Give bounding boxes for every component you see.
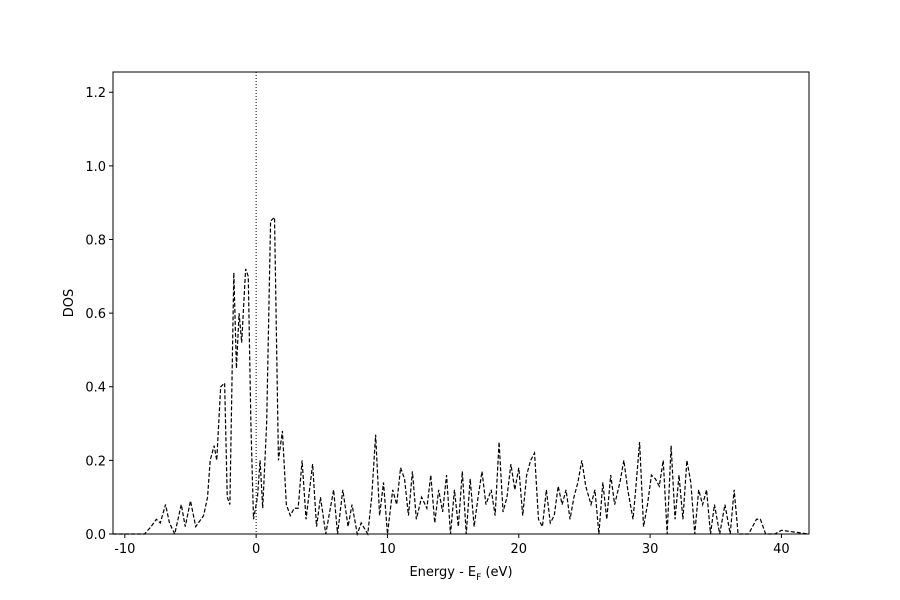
plot-frame [112, 71, 810, 535]
x-tick-label: 0 [252, 542, 260, 557]
y-tick-label: 0.0 [85, 528, 106, 543]
y-tick-label: 0.4 [85, 381, 106, 396]
y-tick-label: 0.2 [85, 454, 106, 469]
y-tick-label: 1.2 [85, 86, 106, 101]
x-tick-label: 40 [773, 542, 790, 557]
x-label-sub: F [476, 573, 481, 583]
y-tick-label: 0.6 [85, 307, 106, 322]
x-label-unit: (eV) [481, 565, 512, 580]
x-axis-label: Energy - EF (eV) [409, 565, 512, 583]
x-tick-label: 30 [642, 542, 659, 557]
x-label-main: Energy - E [409, 565, 476, 580]
y-axis-label: DOS [62, 289, 77, 318]
dos-line [113, 216, 810, 537]
x-tick-label: 20 [511, 542, 528, 557]
x-tick-label: 10 [379, 542, 396, 557]
y-tick-label: 0.8 [85, 233, 106, 248]
x-tick-label: -10 [114, 542, 135, 557]
y-tick-label: 1.0 [85, 160, 106, 175]
